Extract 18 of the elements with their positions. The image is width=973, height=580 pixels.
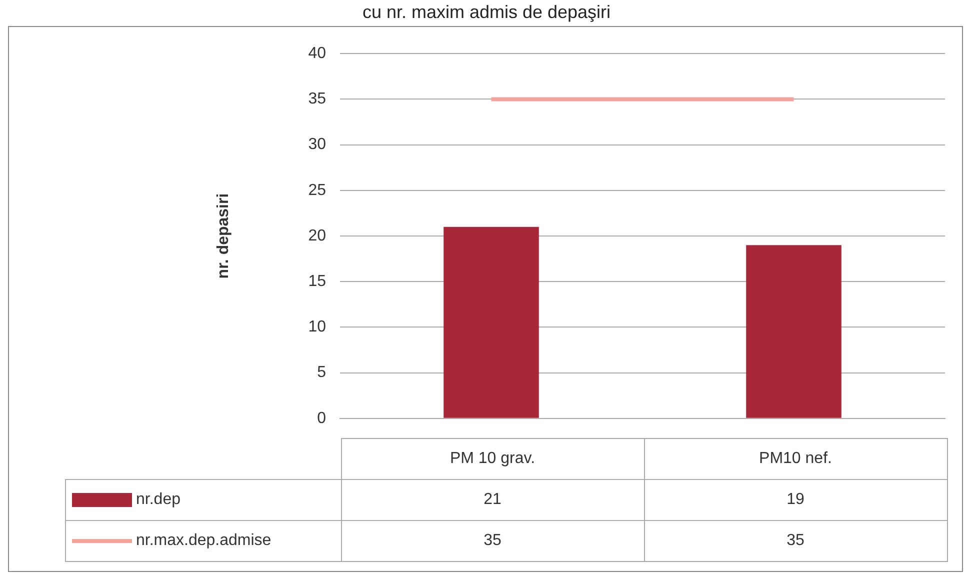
- x-tick-label: PM10 nef.: [644, 438, 947, 480]
- y-tick-label: 30: [308, 136, 326, 154]
- data-label: 35: [644, 520, 947, 562]
- x-tick-label: PM 10 grav.: [341, 438, 644, 480]
- y-axis-title: nr. depasiri: [215, 193, 232, 279]
- chart-title: cu nr. maxim admis de depaşiri: [361, 2, 612, 23]
- y-tick-label: 20: [308, 227, 326, 244]
- data-label: 19: [644, 480, 947, 520]
- y-tick-label: 10: [308, 318, 326, 336]
- y-tick-label: 35: [308, 90, 326, 108]
- y-tick-label: 15: [308, 273, 326, 290]
- y-tick-label: 0: [317, 410, 326, 427]
- data-label: 21: [341, 480, 644, 520]
- y-tick-label: 40: [308, 45, 326, 62]
- legend-label: nr.max.dep.admise: [66, 520, 341, 562]
- legend-label: nr.dep: [66, 480, 341, 520]
- y-tick-label: 25: [308, 182, 326, 199]
- y-tick-label: 5: [317, 364, 326, 382]
